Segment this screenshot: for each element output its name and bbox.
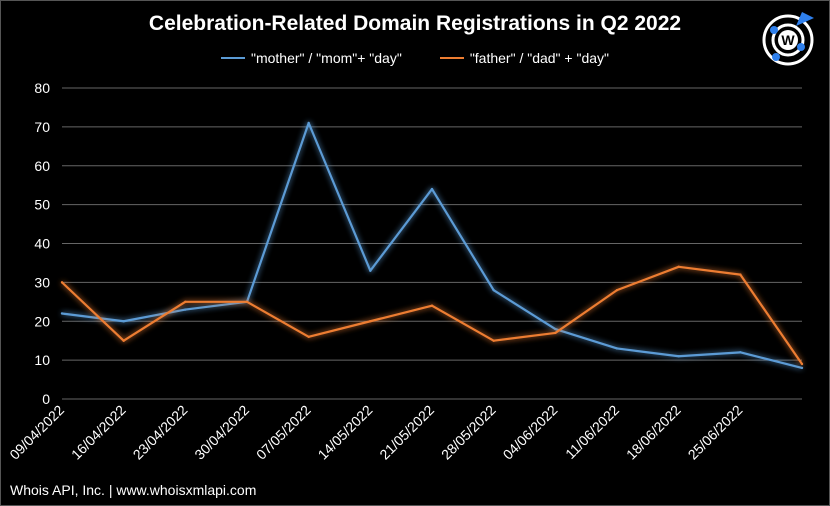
y-tick-label: 60 — [34, 158, 50, 174]
data-point — [430, 304, 434, 307]
y-tick-label: 10 — [34, 352, 50, 368]
y-tick-label: 50 — [34, 197, 50, 213]
x-tick-label: 21/05/2022 — [376, 402, 437, 463]
legend-label: "mother" / "mom"+ "day" — [251, 50, 402, 66]
x-tick-label: 09/04/2022 — [6, 402, 67, 463]
data-point — [122, 339, 125, 342]
data-point — [369, 269, 372, 272]
x-tick-label: 18/06/2022 — [623, 402, 684, 463]
legend: "mother" / "mom"+ "day" "father" / "dad"… — [0, 50, 830, 66]
data-point — [60, 281, 64, 284]
data-point — [739, 351, 742, 354]
series-line-1 — [61, 265, 803, 365]
legend-item-mother: "mother" / "mom"+ "day" — [221, 50, 402, 66]
legend-swatch — [221, 57, 245, 59]
data-point — [184, 300, 187, 304]
data-point — [307, 335, 310, 338]
x-tick-label: 23/04/2022 — [130, 402, 191, 463]
whoisxmlapi-logo-icon: W — [760, 10, 820, 71]
x-tick-label: 11/06/2022 — [562, 402, 622, 462]
data-point — [60, 312, 64, 315]
y-tick-label: 0 — [42, 391, 50, 407]
legend-item-father: "father" / "dad" + "day" — [439, 50, 609, 66]
legend-swatch — [439, 57, 464, 59]
legend-label: "father" / "dad" + "day" — [469, 50, 609, 66]
data-point — [245, 300, 249, 304]
data-point — [739, 273, 742, 276]
x-tick-label: 28/05/2022 — [438, 402, 499, 463]
y-tick-label: 40 — [34, 236, 50, 252]
y-tick-label: 20 — [34, 313, 50, 329]
data-point — [492, 339, 495, 342]
data-point — [615, 288, 619, 292]
data-point — [554, 327, 557, 331]
data-point — [184, 308, 187, 311]
data-point — [492, 288, 495, 292]
data-point — [307, 121, 310, 125]
chart-title: Celebration-Related Domain Registrations… — [148, 12, 682, 35]
data-point — [677, 265, 680, 269]
data-point — [677, 355, 680, 358]
data-point — [800, 366, 804, 370]
svg-text:W: W — [781, 32, 795, 48]
y-tick-label: 80 — [34, 80, 50, 96]
data-point — [554, 331, 557, 335]
x-tick-label: 16/04/2022 — [68, 402, 129, 463]
x-tick-label: 14/05/2022 — [315, 402, 376, 463]
y-tick-label: 70 — [34, 119, 50, 135]
x-tick-label: 07/05/2022 — [253, 402, 314, 463]
data-point — [615, 347, 619, 350]
data-point — [122, 320, 125, 323]
x-tick-label: 30/04/2022 — [191, 402, 252, 463]
footer-credit: Whois API, Inc. | www.whoisxmlapi.com — [10, 482, 257, 498]
data-point — [369, 320, 372, 323]
data-point — [800, 362, 804, 366]
x-tick-label: 04/06/2022 — [500, 402, 561, 463]
x-tick-label: 25/06/2022 — [685, 402, 746, 463]
y-tick-label: 30 — [34, 274, 50, 290]
series-line-0 — [61, 121, 803, 369]
data-point — [430, 187, 434, 191]
